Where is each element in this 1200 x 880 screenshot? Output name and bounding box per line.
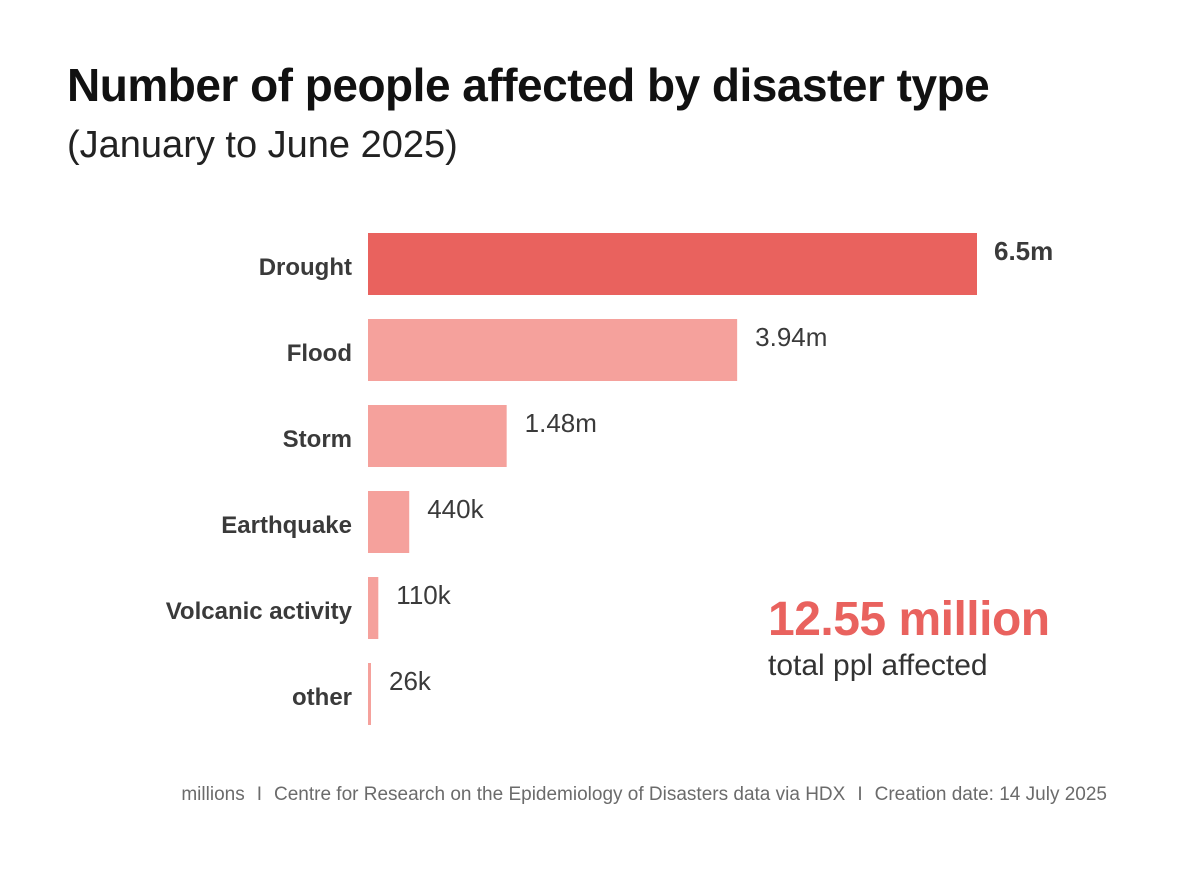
footer-creation-date: Creation date: 14 July 2025: [874, 784, 1107, 805]
value-label: 1.48m: [525, 408, 597, 438]
value-label: 26k: [389, 666, 432, 696]
total-summary: 12.55 million total ppl affected: [768, 592, 1050, 683]
chart-footer: millions I Centre for Research on the Epid…: [181, 784, 1107, 806]
bar-drought: [368, 233, 977, 295]
bar-storm: [368, 405, 507, 467]
bar-flood: [368, 319, 738, 381]
value-label: 6.5m: [994, 236, 1053, 266]
footer-separator: I: [256, 784, 262, 805]
bar-volcanic-activity: [368, 577, 379, 639]
footer-units: millions: [181, 784, 245, 805]
value-label: 3.94m: [755, 322, 827, 352]
chart-title: Number of people affected by disaster ty…: [67, 59, 990, 111]
category-label: Flood: [287, 340, 352, 367]
footer-source: Centre for Research on the Epidemiology …: [274, 784, 846, 805]
category-label: Drought: [259, 254, 352, 281]
total-value: 12.55 million: [768, 593, 1050, 646]
category-label: Earthquake: [221, 512, 352, 539]
footer-separator: I: [857, 784, 863, 805]
value-label: 110k: [396, 580, 451, 610]
category-label: Volcanic activity: [166, 598, 353, 625]
category-label: Storm: [283, 426, 352, 453]
total-label: total ppl affected: [768, 649, 988, 682]
category-label: other: [292, 684, 352, 711]
value-label: 440k: [427, 494, 484, 524]
bar-other: [368, 663, 371, 725]
bar-chart: Drought 6.5m Flood 3.94m Storm 1.48m Earthquak…: [166, 233, 1053, 725]
bar-earthquake: [368, 491, 410, 553]
chart-subtitle: (January to June 2025): [67, 124, 458, 166]
